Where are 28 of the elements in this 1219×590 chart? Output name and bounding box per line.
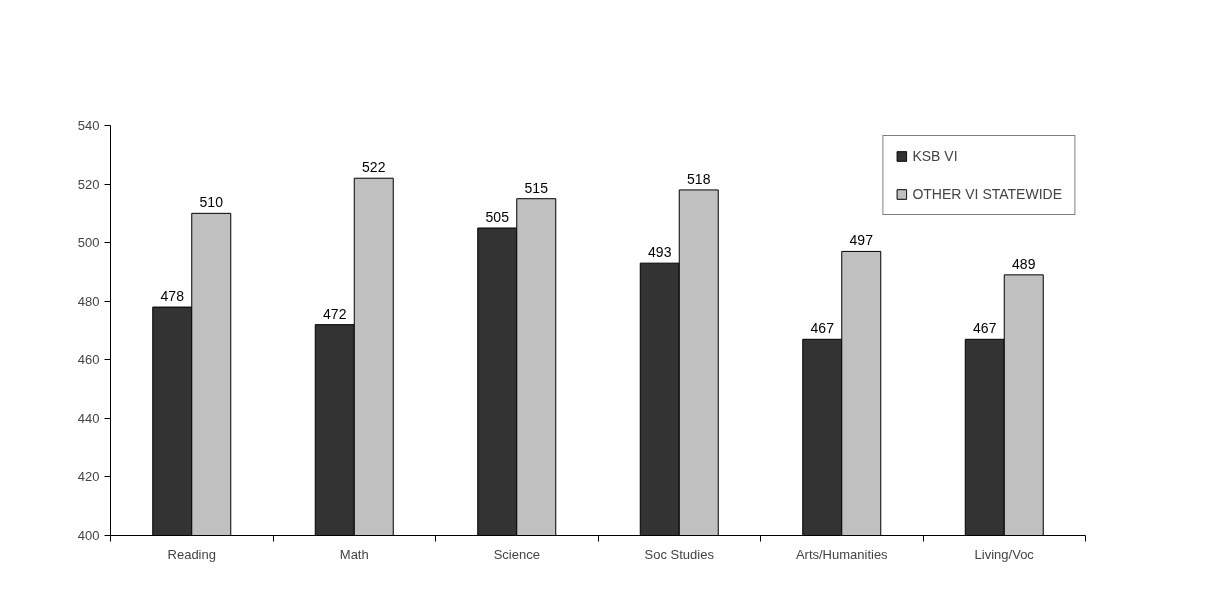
- x-tick-label: Science: [493, 546, 540, 562]
- x-tick-label: Living/Voc: [974, 546, 1035, 562]
- data-label: 510: [199, 194, 224, 211]
- x-tick-label: Arts/Humanities: [795, 546, 889, 562]
- data-label: 489: [1012, 255, 1036, 272]
- data-label: 478: [160, 288, 185, 305]
- y-tick-label: 400: [77, 528, 100, 543]
- data-label: 497: [849, 232, 874, 249]
- data-label: 467: [973, 320, 997, 337]
- y-tick-label: 480: [77, 293, 100, 309]
- data-label: 505: [485, 209, 510, 225]
- y-tick-label: 460: [77, 352, 100, 368]
- y-tick-label: 520: [77, 176, 100, 192]
- y-tick-label: 440: [77, 410, 100, 426]
- data-label: 515: [524, 179, 549, 196]
- data-label: 493: [648, 244, 672, 261]
- y-tick-label: 420: [77, 469, 100, 485]
- data-label: 467: [810, 320, 835, 337]
- data-label: 522: [362, 159, 386, 176]
- x-tick-label: Math: [339, 546, 369, 562]
- data-label: 518: [687, 170, 711, 187]
- x-tick-label: Soc Studies: [644, 546, 715, 562]
- y-tick-label: 500: [77, 235, 100, 251]
- legend-label: KSB VI: [912, 148, 958, 164]
- y-tick-label: 540: [77, 118, 100, 133]
- legend-label: OTHER VI STATEWIDE: [912, 186, 1062, 202]
- data-label: 472: [323, 305, 347, 322]
- x-tick-label: Reading: [167, 546, 216, 562]
